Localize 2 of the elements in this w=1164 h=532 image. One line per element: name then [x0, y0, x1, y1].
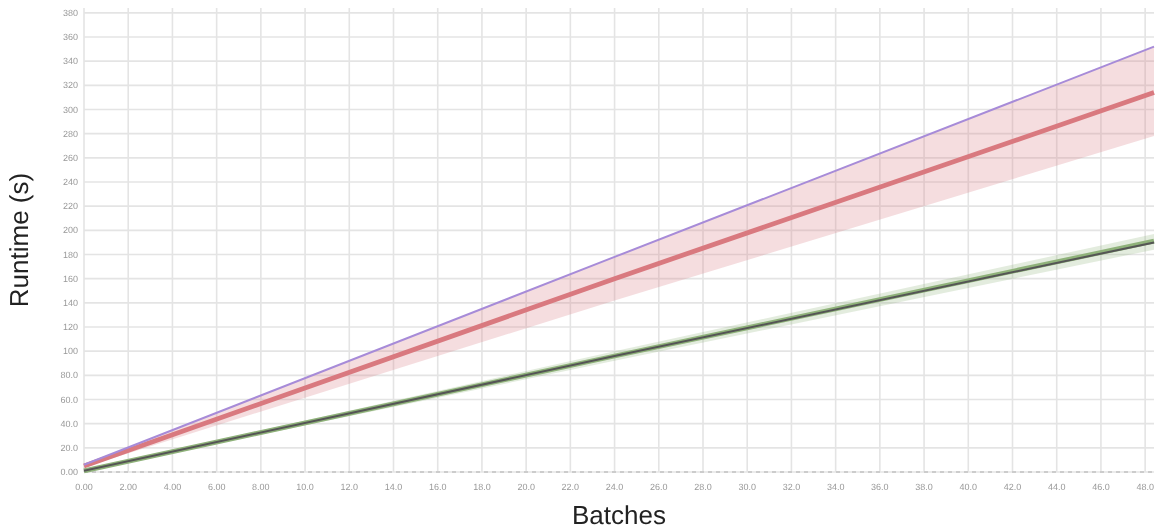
x-axis-title: Batches [572, 500, 667, 530]
y-axis-title: Runtime (s) [4, 172, 34, 308]
